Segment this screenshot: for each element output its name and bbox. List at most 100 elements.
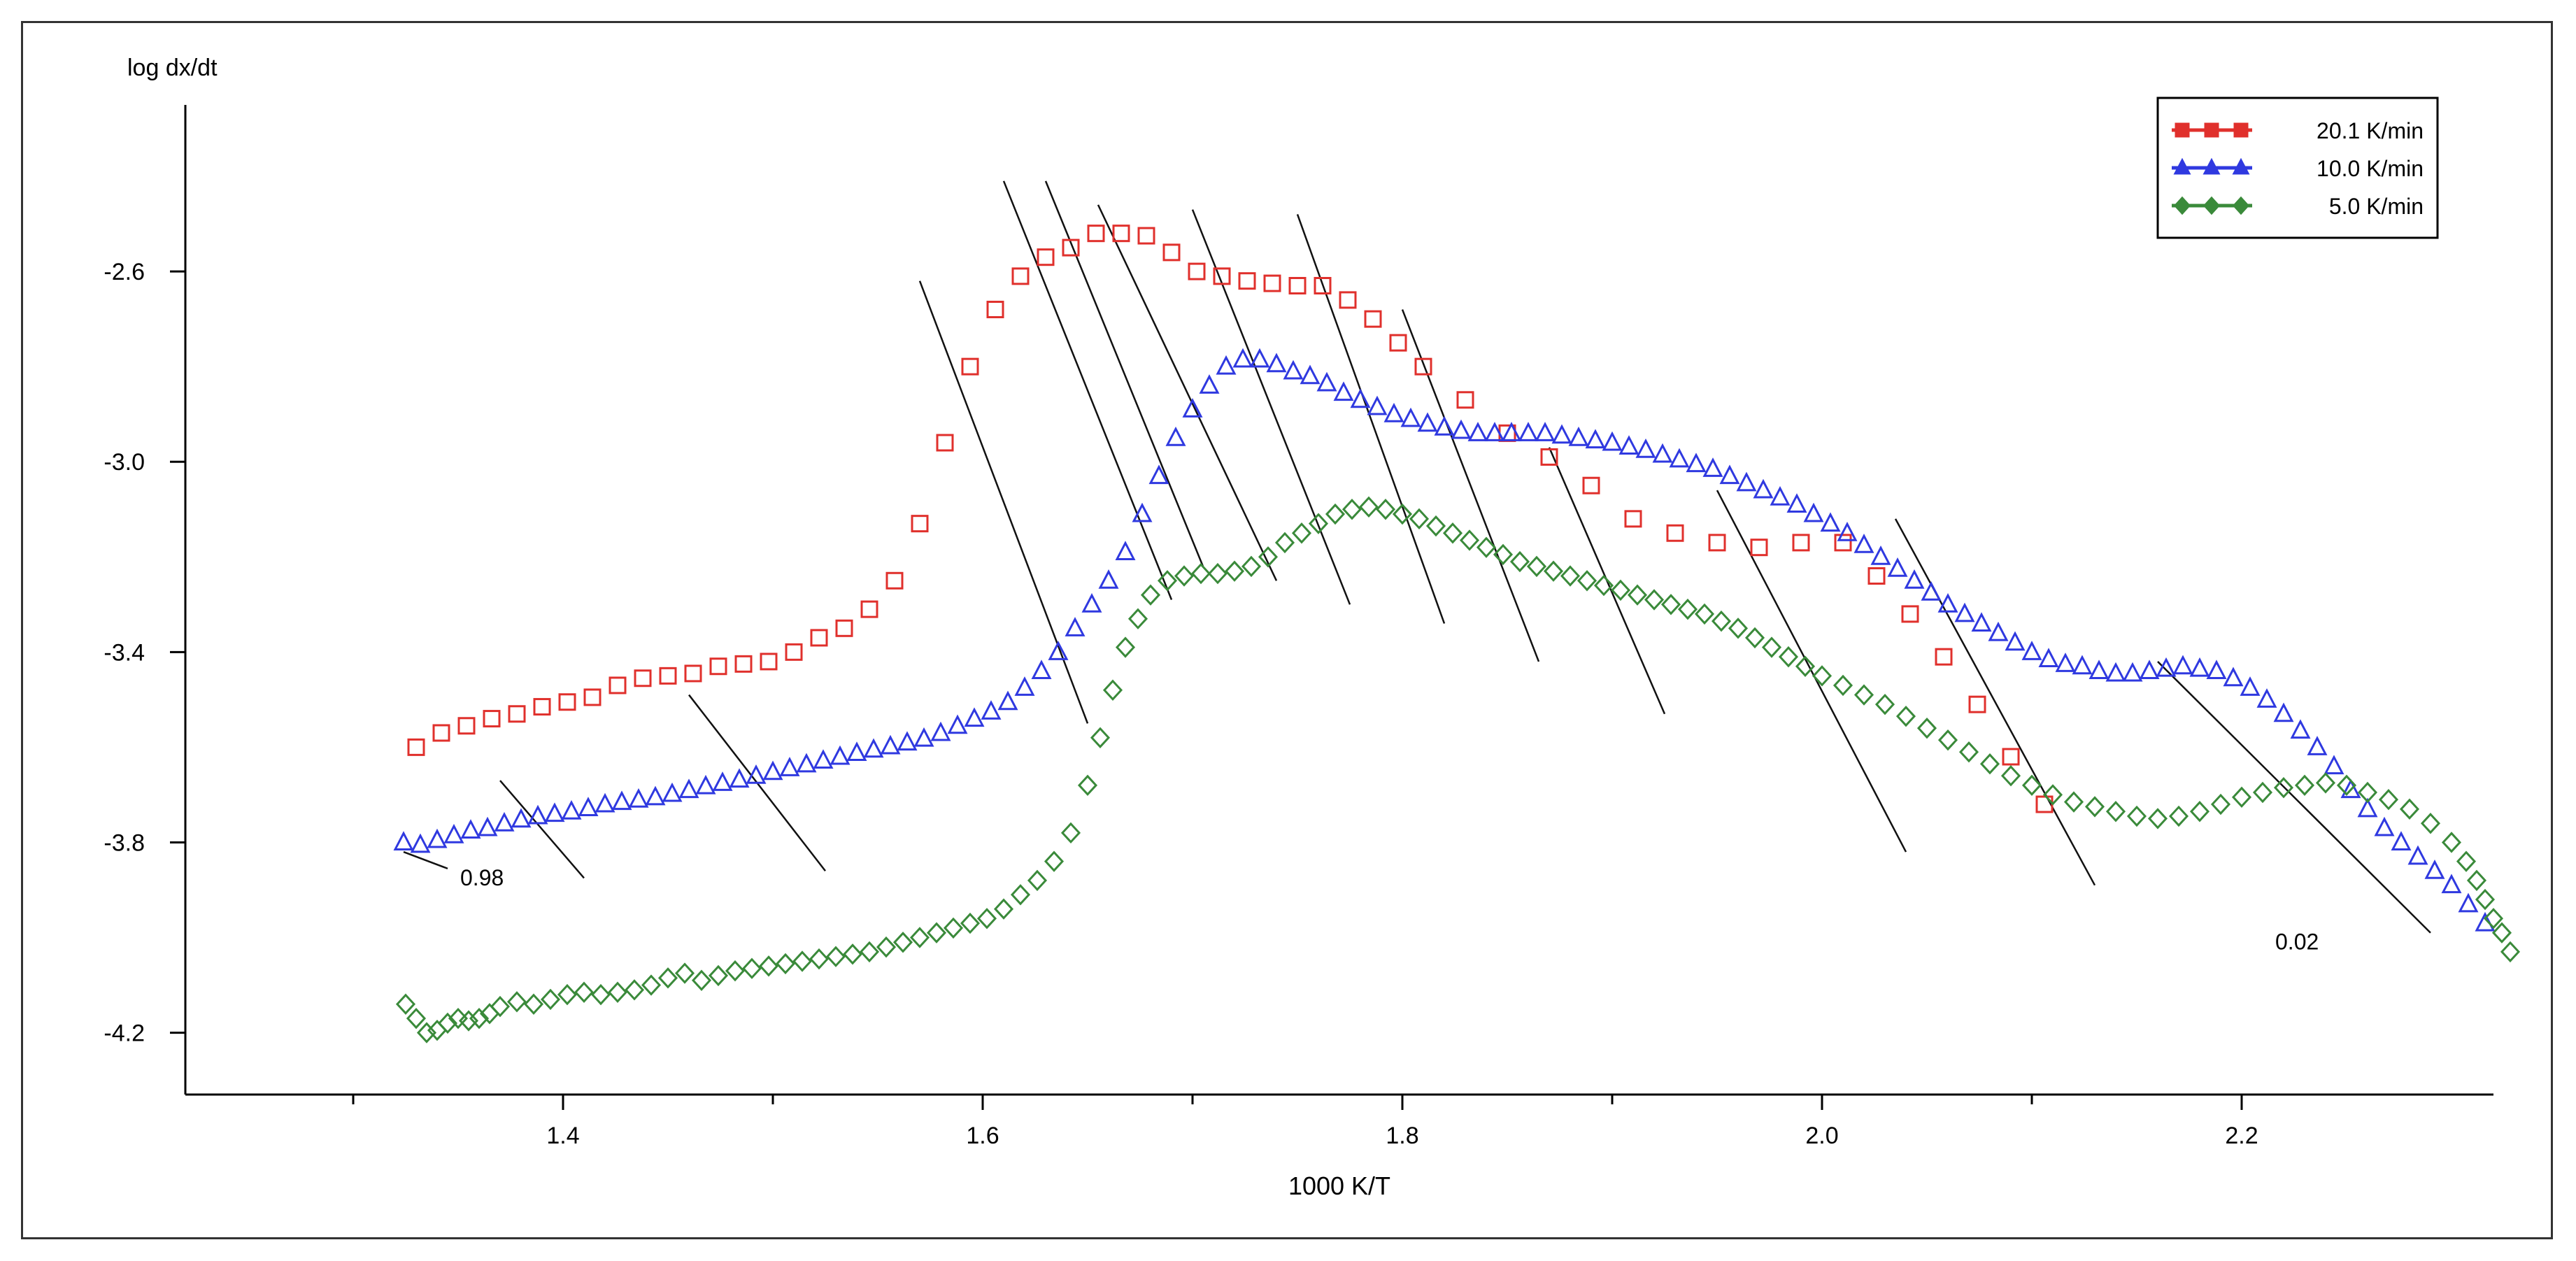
data-point (1870, 546, 1891, 565)
x-tick-label: 2.0 (1805, 1123, 1838, 1149)
data-point (1652, 443, 1673, 463)
data-point (1442, 522, 1463, 544)
data-point (859, 941, 880, 963)
iso-conversion-line (2157, 661, 2431, 934)
data-point (1425, 515, 1446, 537)
data-point (1213, 267, 1231, 285)
data-point (2231, 786, 2252, 808)
legend: 20.1 K/min 10.0 K/min 5.0 K/min (2156, 97, 2439, 239)
data-point (2189, 657, 2210, 677)
data-point (574, 981, 595, 1003)
data-point (961, 357, 979, 376)
y-tick-label: -3.4 (104, 639, 145, 666)
data-point (1744, 627, 1765, 649)
data-point (1308, 513, 1329, 534)
data-point (1728, 618, 1749, 639)
data-point (508, 705, 526, 723)
legend-label: 20.1 K/min (2317, 118, 2424, 143)
data-point (1686, 453, 1707, 473)
data-point (2005, 631, 2026, 651)
data-point (2072, 655, 2093, 675)
data-point (1708, 534, 1726, 552)
data-point (1383, 402, 1404, 422)
data-point (1174, 565, 1195, 587)
data-point (533, 698, 551, 716)
data-point (909, 927, 930, 948)
data-point (1414, 357, 1432, 376)
data-point (448, 1007, 469, 1030)
data-point (729, 768, 750, 788)
data-point (1585, 429, 1606, 449)
data-point (885, 571, 904, 590)
y-tick-label: -3.8 (104, 829, 145, 856)
legend-marker (2173, 157, 2191, 175)
data-point (863, 738, 884, 758)
data-point (2491, 922, 2512, 943)
data-point (947, 714, 968, 734)
data-point (427, 828, 448, 848)
series-triangle (393, 348, 2496, 932)
data-point (1543, 560, 1564, 582)
data-point (557, 983, 578, 1006)
data-point (1916, 717, 1937, 739)
data-point (1417, 412, 1438, 432)
data-point (2210, 793, 2231, 815)
data-point (1190, 562, 1211, 585)
data-point (1627, 584, 1648, 606)
data-point (657, 967, 678, 989)
data-point (1853, 534, 1874, 553)
data-point (876, 936, 897, 958)
data-point (1935, 648, 1953, 666)
data-point (607, 981, 628, 1003)
data-point (1677, 598, 1698, 620)
data-point (2055, 653, 2076, 672)
data-point (1060, 822, 1081, 844)
data-point (1666, 524, 1684, 542)
data-point (775, 953, 796, 975)
data-point (1750, 539, 1768, 557)
legend-marker (2173, 196, 2191, 215)
data-point (1540, 448, 1558, 466)
data-point (609, 676, 627, 694)
data-point (809, 948, 830, 970)
data-point (964, 707, 985, 727)
data-point (483, 710, 501, 728)
data-point (410, 833, 431, 853)
data-point (1719, 464, 1740, 485)
data-point (1044, 850, 1065, 872)
data-point (2189, 801, 2210, 822)
data-point (2374, 816, 2395, 836)
legend-label: 10.0 K/min (2317, 156, 2424, 181)
data-point (678, 778, 699, 799)
data-point (611, 790, 632, 811)
data-point (1375, 499, 1396, 520)
data-point (1610, 579, 1631, 601)
y-tick-label: -4.2 (104, 1020, 145, 1047)
data-point (1098, 569, 1119, 589)
data-point (2088, 660, 2109, 680)
iso-conversion-line (1894, 518, 2096, 886)
data-point (1456, 391, 1474, 409)
data-point (1027, 869, 1048, 892)
data-point (1778, 646, 1799, 668)
data-point (2038, 648, 2059, 668)
data-point (1867, 567, 1886, 585)
data-point (758, 955, 779, 977)
data-point (1065, 617, 1086, 636)
data-point (1224, 560, 1245, 582)
data-point (830, 745, 851, 765)
data-point (1526, 555, 1547, 578)
data-point (1711, 610, 1732, 632)
data-point (708, 964, 729, 987)
data-point (880, 734, 901, 755)
iso-conversion-line (918, 280, 1089, 724)
data-point (1761, 636, 1782, 658)
iso-conversion-line (1044, 180, 1204, 567)
data-point (926, 922, 947, 943)
data-point (1895, 705, 1916, 727)
data-point (936, 434, 954, 452)
data-point (590, 983, 611, 1006)
data-point (1316, 371, 1337, 392)
data-point (1786, 493, 1807, 513)
data-point (993, 898, 1014, 920)
